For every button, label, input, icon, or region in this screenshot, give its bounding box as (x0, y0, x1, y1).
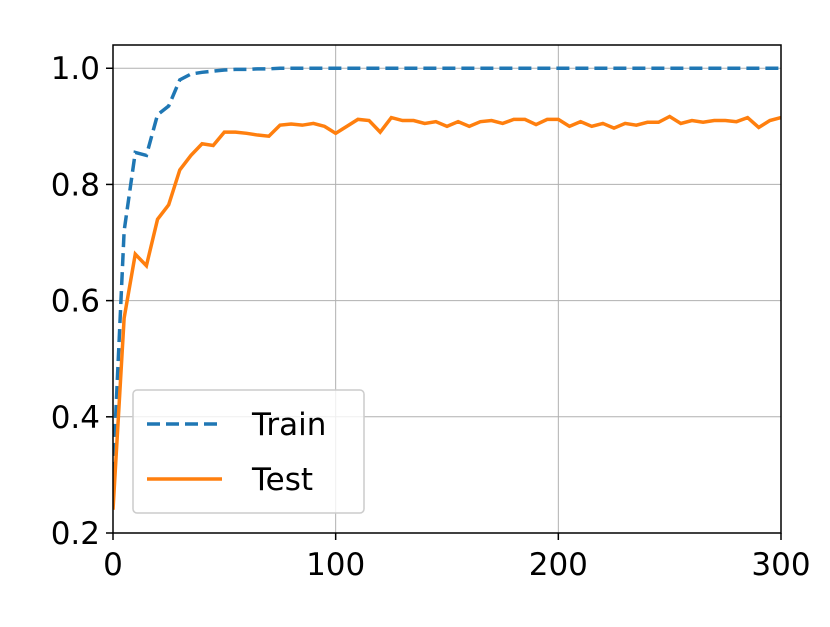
series-line (113, 114, 781, 510)
x-tick-label: 100 (306, 547, 365, 583)
y-tick-label: 0.4 (51, 400, 100, 436)
x-tick-label: 0 (103, 547, 123, 583)
y-tick-label: 0.6 (51, 284, 100, 320)
y-tick-label: 0.8 (51, 167, 100, 203)
series-line (113, 66, 781, 475)
y-tick-label: 0.2 (51, 516, 100, 552)
x-tick-label: 300 (751, 547, 810, 583)
legend: Train Test (132, 389, 365, 514)
legend-label: Test (251, 462, 313, 498)
y-tick-label: 1.0 (51, 51, 100, 87)
legend-label: Train (251, 407, 326, 443)
x-tick-label: 200 (529, 547, 588, 583)
legend-box (132, 389, 365, 514)
plot-frame (112, 44, 782, 534)
